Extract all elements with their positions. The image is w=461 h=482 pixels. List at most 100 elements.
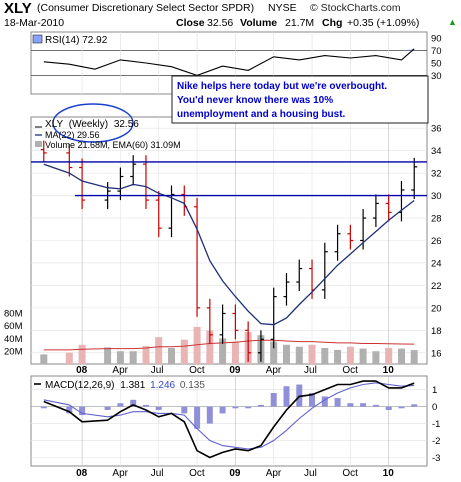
macd-legend-signal: 1.246 — [150, 380, 175, 391]
rsi-legend-swatch — [32, 34, 43, 44]
volume-bar — [334, 349, 342, 364]
volume-bar — [231, 341, 239, 364]
chg-arrow-icon: ▲ — [448, 17, 457, 27]
price-x-tick-label: 08 — [76, 365, 88, 376]
price-tick-label: 32 — [431, 169, 442, 180]
symbol: XLY — [4, 0, 32, 17]
macd-legend-name: MACD(12,26,9) — [45, 380, 114, 391]
macd-x-tick-label: Oct — [342, 468, 358, 479]
volume-bar — [168, 348, 175, 364]
volume-tick-label: 20M — [4, 347, 23, 358]
volume-bar — [283, 344, 290, 364]
price-x-tick-label: 09 — [229, 365, 241, 376]
volume-bar — [65, 352, 73, 364]
price-bar — [257, 330, 264, 362]
macd-histogram-bar — [104, 406, 111, 410]
price-legend-value: 32.56 — [114, 119, 139, 130]
macd-histogram-bar — [40, 406, 47, 409]
volume-bar — [104, 347, 112, 364]
rsi-legend: RSI(14) 72.92 — [45, 35, 108, 46]
volume-bar — [219, 338, 227, 364]
price-tick-label: 28 — [431, 214, 442, 225]
price-x-tick-label: Oct — [189, 365, 205, 376]
price-tick-label: 34 — [431, 146, 442, 157]
price-bar — [283, 273, 290, 306]
price-bar — [232, 304, 239, 340]
chg-value: +0.35 (+1.09%) — [347, 17, 420, 29]
close-label: Close — [176, 17, 205, 29]
price-tick-label: 20 — [431, 303, 442, 314]
macd-histogram-bar — [385, 406, 392, 410]
price-bar — [130, 155, 137, 186]
annotation-box: Nike helps here today but we're overboug… — [171, 75, 429, 124]
price-bar — [270, 287, 277, 349]
volume-bar — [321, 348, 329, 364]
macd-histogram-bar — [360, 403, 367, 407]
volume-value: 21.7M — [285, 17, 315, 29]
macd-tick-label: -1 — [432, 419, 440, 430]
macd-histogram-bar — [79, 406, 86, 416]
brand-logo: © StockCharts.com — [310, 2, 401, 14]
price-legend: XLY (Weekly) 32.56 — [45, 119, 139, 130]
price-tick-label: 30 — [431, 191, 442, 202]
macd-histogram-bar — [296, 384, 303, 407]
annotation-line-3: unemployment and a housing bust. — [177, 109, 346, 120]
ma-legend: MA(22) 29.56 — [45, 130, 100, 140]
volume-bar — [270, 341, 278, 364]
macd-legend-hist: 0.135 — [180, 380, 205, 391]
price-bar — [168, 185, 175, 238]
volume-bar — [180, 339, 188, 364]
price-bar — [372, 194, 379, 228]
volume-bar — [398, 348, 405, 364]
price-legend-period: (Weekly) — [69, 119, 108, 130]
price-bar — [79, 158, 86, 210]
volume-bar — [372, 351, 380, 364]
price-x-axis: 08 Apr Jul Oct 09 Apr Jul Oct 10 — [76, 365, 394, 376]
macd-signal-line — [43, 382, 415, 450]
macd-x-tick-label: Oct — [189, 468, 205, 479]
macd-histogram-bar — [411, 404, 418, 407]
macd-tick-label: 0 — [432, 402, 437, 413]
price-tick-label: 24 — [431, 258, 442, 269]
macd-x-tick-label: 10 — [383, 468, 395, 479]
macd-histogram-bar — [270, 393, 277, 407]
macd-histogram-bar — [155, 406, 162, 410]
macd-histogram-bar — [130, 399, 137, 407]
macd-histogram-bar — [283, 386, 290, 407]
price-bar — [194, 197, 201, 317]
volume-bar — [206, 330, 214, 364]
price-bar — [66, 143, 73, 177]
macd-histogram-bar — [219, 406, 226, 414]
price-legend-symbol: XLY — [45, 119, 63, 130]
macd-tick-label: -3 — [432, 453, 440, 464]
volume-bar — [385, 348, 393, 364]
macd-histogram-bar — [347, 403, 354, 407]
price-tick-label: 16 — [431, 348, 442, 359]
price-bar — [206, 298, 213, 344]
volume-tick-label: 40M — [4, 334, 23, 345]
price-bar — [245, 321, 252, 362]
price-bar — [40, 140, 47, 162]
price-bar — [117, 167, 124, 201]
macd-histogram-bar — [194, 406, 201, 429]
volume-bar — [78, 344, 86, 364]
price-tick-label: 36 — [431, 124, 442, 135]
price-bar — [321, 242, 328, 299]
volume-bar — [410, 350, 418, 364]
price-bar — [142, 155, 149, 210]
volume-bar — [193, 326, 201, 364]
rsi-tick-label: 30 — [431, 71, 442, 82]
macd-x-tick-label: Jul — [151, 468, 164, 479]
price-tick-label: 18 — [431, 326, 442, 337]
volume-bar — [295, 346, 303, 364]
macd-histogram-bar — [334, 398, 341, 407]
volume-bar — [142, 346, 150, 364]
macd-x-tick-label: Apr — [266, 468, 282, 479]
price-bar — [411, 157, 418, 199]
macd-histogram-bar — [321, 396, 328, 407]
rsi-tick-label: 50 — [431, 59, 442, 70]
macd-x-axis: 08 Apr Jul Oct 09 Apr Jul Oct 10 — [76, 468, 394, 479]
price-bar — [385, 194, 392, 222]
price-bar — [347, 224, 354, 250]
macd-histogram-bar — [257, 404, 264, 407]
